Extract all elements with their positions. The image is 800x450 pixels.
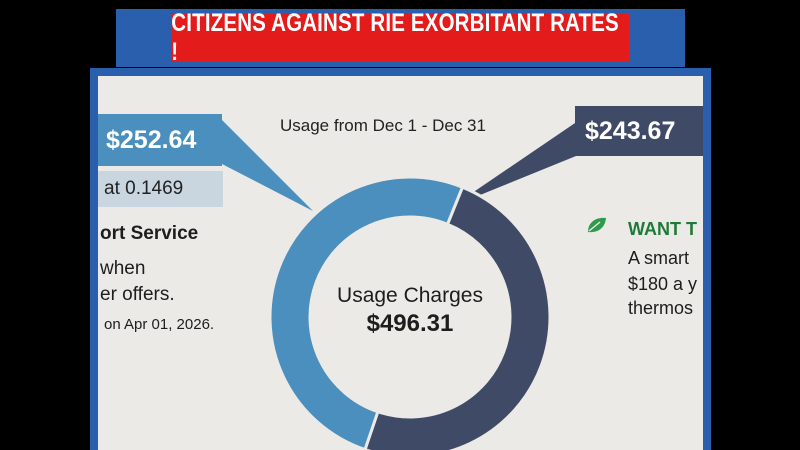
donut-slice-dark bbox=[363, 185, 552, 450]
when-text: when bbox=[100, 258, 146, 279]
rate-text: at 0.1469 bbox=[98, 171, 223, 207]
support-text: ort Service bbox=[100, 223, 199, 244]
smart-text: A smart bbox=[628, 248, 690, 268]
apr-text: on Apr 01, 2026. bbox=[104, 316, 215, 333]
usage-range: Usage from Dec 1 - Dec 31 bbox=[280, 116, 486, 135]
want-text: WANT T bbox=[628, 219, 697, 239]
donut-svg bbox=[268, 175, 552, 450]
donut-slice-blue bbox=[268, 175, 465, 450]
banner-text: CITIZENS AGAINST RIE EXORBITANT RATES ! bbox=[171, 9, 630, 66]
year-text: $180 a y bbox=[628, 274, 698, 294]
usage-donut-chart: Usage Charges $496.31 bbox=[265, 172, 555, 450]
donut-center-label: Usage Charges bbox=[337, 284, 483, 307]
thermo-text: thermos bbox=[628, 298, 694, 318]
left-amount-callout: $252.64 bbox=[98, 114, 222, 166]
title-banner: CITIZENS AGAINST RIE EXORBITANT RATES ! bbox=[116, 9, 685, 67]
donut-center-value: $496.31 bbox=[366, 310, 454, 337]
offers-text: er offers. bbox=[100, 284, 175, 305]
leaf-icon bbox=[588, 217, 606, 233]
right-amount-callout: $243.67 bbox=[575, 106, 703, 156]
bill-paper: $252.64 $243.67 at 0.1469 ort Service wh… bbox=[98, 76, 703, 450]
